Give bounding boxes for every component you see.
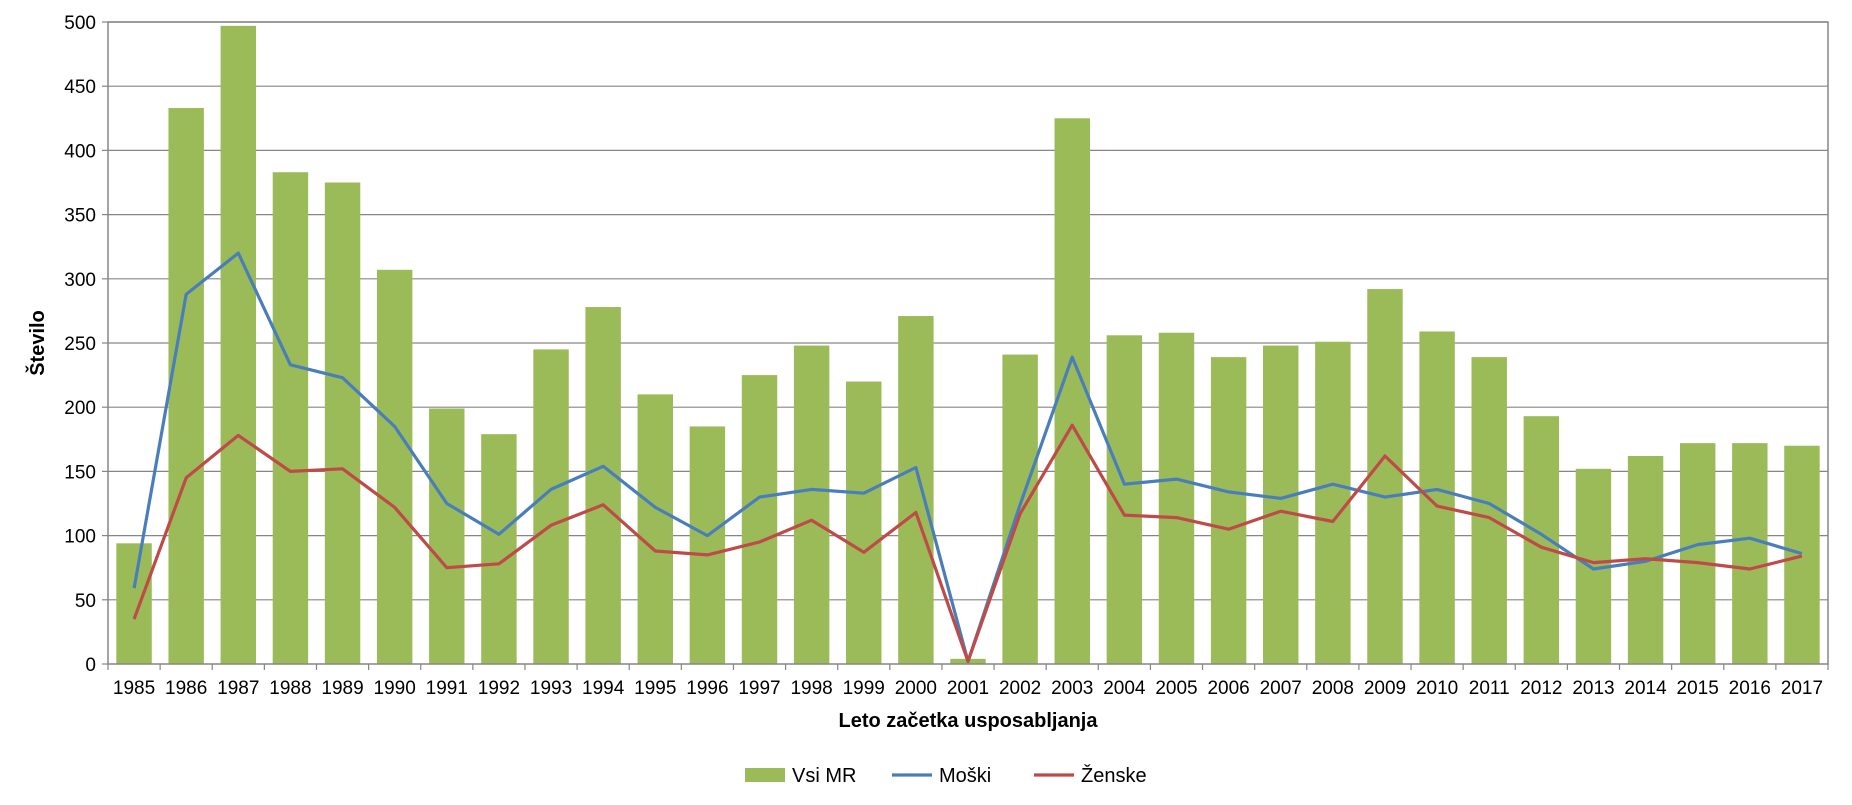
gridlines <box>102 21 1829 670</box>
bar-1999 <box>846 381 882 664</box>
x-tick-label-2010: 2010 <box>1416 678 1458 699</box>
x-tick-label-2006: 2006 <box>1207 678 1249 699</box>
bar-1990 <box>376 269 413 664</box>
y-tick-label-100: 100 <box>64 527 96 548</box>
bar-1996 <box>689 426 726 664</box>
x-tick-label-2011: 2011 <box>1469 678 1510 699</box>
x-tick-label-2001: 2001 <box>947 678 989 699</box>
bar-2009 <box>1367 289 1403 664</box>
x-tick-label-1987: 1987 <box>217 678 259 699</box>
y-tick-label-150: 150 <box>64 462 96 483</box>
x-tick-label-1986: 1986 <box>165 678 207 699</box>
y-tick-labels: 0 50 100 150 200 250 300 350 400 450 500 <box>64 13 96 676</box>
bar-1991 <box>429 408 465 664</box>
bar-1989 <box>324 182 361 664</box>
bar-2016 <box>1732 443 1768 664</box>
x-tick-label-2002: 2002 <box>999 678 1041 699</box>
x-tick-label-1985: 1985 <box>113 678 155 699</box>
y-tick-label-50: 50 <box>75 591 96 612</box>
bars <box>116 25 1820 665</box>
bar-2006 <box>1210 357 1247 664</box>
plot-frame <box>107 21 1829 665</box>
x-tick-label-2014: 2014 <box>1624 678 1667 699</box>
bar-1986 <box>168 108 204 664</box>
x-tick-label-2005: 2005 <box>1155 678 1197 699</box>
y-tick-label-200: 200 <box>64 398 96 419</box>
x-tick-label-1991: 1991 <box>426 678 468 699</box>
x-tick-label-2015: 2015 <box>1677 678 1719 699</box>
legend-label-3: Ženske <box>1081 764 1147 787</box>
y-tick-label-0: 0 <box>85 655 96 676</box>
x-tick-label-2009: 2009 <box>1364 678 1406 699</box>
bar-2007 <box>1263 345 1299 664</box>
bar-1995 <box>637 394 673 664</box>
bar-2005 <box>1158 332 1195 664</box>
bar-2008 <box>1315 341 1351 664</box>
x-tick-label-1996: 1996 <box>686 678 728 699</box>
bar-2000 <box>898 316 934 664</box>
x-tick-label-1992: 1992 <box>478 678 520 699</box>
x-tick-label-1995: 1995 <box>634 678 676 699</box>
bar-1987 <box>220 25 257 665</box>
bar-2015 <box>1679 443 1716 664</box>
x-tick-label-1993: 1993 <box>530 678 572 699</box>
x-tick-label-1997: 1997 <box>738 678 780 699</box>
y-tick-label-450: 450 <box>64 77 96 98</box>
legend-label-2: Moški <box>939 765 991 787</box>
x-tick-label-2007: 2007 <box>1260 678 1302 699</box>
y-tick-label-500: 500 <box>64 13 96 34</box>
x-axis-title: Leto začetka usposabljanja <box>839 710 1099 732</box>
legend-swatch-1 <box>745 768 785 782</box>
x-tick-label-2008: 2008 <box>1312 678 1354 699</box>
y-tick-label-350: 350 <box>64 206 96 227</box>
y-tick-label-400: 400 <box>64 141 96 162</box>
x-tick-label-1989: 1989 <box>321 678 363 699</box>
x-tick-label-2004: 2004 <box>1103 678 1146 699</box>
y-axis-title: Število <box>25 310 49 376</box>
bar-1985 <box>116 543 152 664</box>
bar-1988 <box>272 172 309 664</box>
bar-2017 <box>1784 445 1820 664</box>
legend: Vsi MR Moški Ženske <box>745 764 1147 787</box>
bar-1998 <box>793 345 830 664</box>
y-tick-label-250: 250 <box>64 334 96 355</box>
x-tick-label-1998: 1998 <box>790 678 832 699</box>
x-tick-label-1994: 1994 <box>582 678 625 699</box>
bar-1997 <box>741 375 778 664</box>
x-tick-labels: 1985 1986 1987 1988 1989 1990 1991 1992 1993 1994… <box>113 678 1823 699</box>
legend-label-1: Vsi MR <box>792 765 856 787</box>
bar-2004 <box>1106 335 1143 664</box>
line-series-2 <box>132 423 1803 664</box>
bar-1993 <box>533 349 569 664</box>
x-tick-label-1990: 1990 <box>374 678 416 699</box>
y-tick-label-300: 300 <box>64 270 96 291</box>
x-tick-label-2003: 2003 <box>1051 678 1093 699</box>
x-tick-label-1988: 1988 <box>269 678 311 699</box>
x-tick-label-2000: 2000 <box>895 678 937 699</box>
x-tick-label-2016: 2016 <box>1729 678 1771 699</box>
x-tick-label-1999: 1999 <box>843 678 885 699</box>
bar-1994 <box>585 307 621 664</box>
x-tick-label-2012: 2012 <box>1520 678 1562 699</box>
bar-1992 <box>481 434 517 664</box>
series-lines <box>132 251 1803 664</box>
bar-2010 <box>1419 331 1455 664</box>
x-tick-label-2013: 2013 <box>1572 678 1614 699</box>
x-tick-label-2017: 2017 <box>1781 678 1823 699</box>
